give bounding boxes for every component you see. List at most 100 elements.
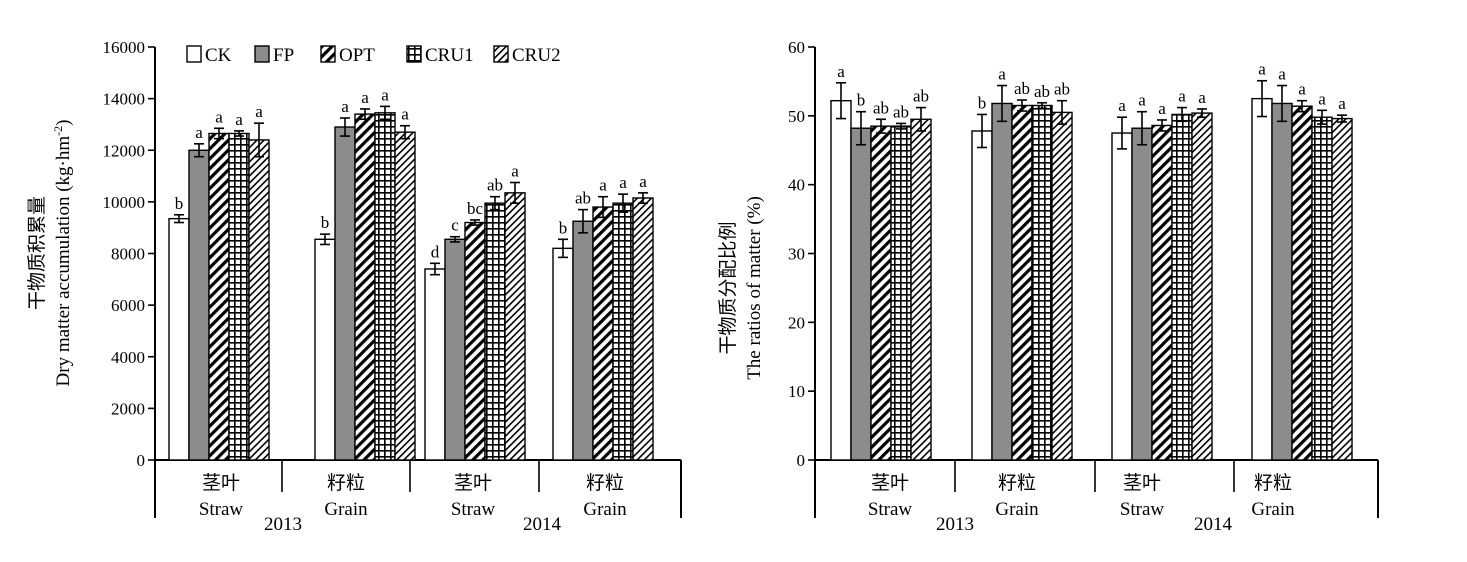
significance-label: a — [195, 123, 203, 142]
bar — [1291, 105, 1313, 461]
group-label-en: Grain — [583, 499, 627, 520]
bar — [504, 192, 526, 461]
bar — [1051, 111, 1073, 461]
bar — [1271, 102, 1293, 461]
group-label-en: Grain — [324, 499, 368, 520]
significance-label: a — [381, 85, 389, 104]
significance-label: a — [1198, 88, 1206, 107]
significance-label: a — [215, 107, 223, 126]
bar — [830, 99, 852, 461]
y-tick-label: 2000 — [111, 399, 145, 418]
bar — [612, 202, 634, 461]
group-label-en: Straw — [868, 499, 913, 520]
bar — [424, 268, 446, 461]
significance-label: b — [175, 194, 184, 213]
legend-label-cru2: CRU2 — [512, 45, 561, 66]
left-ylabel-en-text: Dry matter accumulation (kg·hm — [53, 136, 74, 387]
legend-swatch-fp — [254, 45, 270, 63]
bar — [572, 220, 594, 461]
significance-label: ab — [1054, 80, 1070, 99]
significance-label: a — [1298, 80, 1306, 99]
significance-label: bc — [467, 199, 484, 218]
y-tick-label: 10 — [788, 382, 805, 401]
legend-swatch-ck — [186, 45, 202, 63]
bar — [168, 217, 190, 461]
bar — [1031, 104, 1053, 461]
bar — [208, 132, 230, 461]
significance-label: a — [837, 62, 845, 81]
left-ylabel: 干物质积累量 Dry matter accumulation (kg·hm-2) — [26, 120, 74, 387]
bar — [890, 125, 912, 461]
legend-swatch-cru1 — [406, 45, 422, 63]
bar — [464, 221, 486, 461]
bar — [910, 118, 932, 461]
y-tick-label: 14000 — [103, 90, 146, 109]
year-label: 2013 — [936, 514, 974, 535]
significance-label: a — [255, 102, 263, 121]
legend-label-ck: CK — [205, 45, 232, 66]
bar — [444, 238, 466, 461]
bar — [394, 131, 416, 461]
group-label-cn: 茎叶 — [202, 472, 240, 494]
significance-label: a — [639, 172, 647, 191]
bar — [1011, 104, 1033, 461]
bar — [334, 126, 356, 461]
significance-label: ab — [575, 189, 591, 208]
year-label: 2013 — [264, 514, 302, 535]
significance-label: a — [1158, 99, 1166, 118]
significance-label: b — [321, 213, 330, 232]
significance-label: a — [619, 173, 627, 192]
y-tick-label: 30 — [788, 245, 805, 264]
y-tick-label: 0 — [797, 451, 806, 470]
year-label: 2014 — [523, 514, 562, 535]
left-ylabel-en: Dry matter accumulation (kg·hm-2) — [51, 120, 74, 387]
legend: CK FP OPT CRU1 CRU2 — [186, 45, 561, 66]
plot-right: 0 10 20 30 40 50 60 茎叶 Straw 籽粒 Grain 茎叶 Straw 籽粒 Grai… — [788, 38, 1379, 535]
bar — [592, 206, 614, 461]
legend-label-opt: OPT — [339, 45, 375, 66]
group-label-cn: 籽粒 — [998, 472, 1036, 494]
significance-label: ab — [893, 102, 909, 121]
group-label-en: Straw — [1120, 499, 1165, 520]
right-ylabel-en: The ratios of matter (%) — [744, 196, 765, 380]
y-tick-label: 40 — [788, 176, 805, 195]
y-tick-label: 20 — [788, 313, 805, 332]
bar — [1111, 132, 1133, 461]
left-ylabel-close: ) — [53, 120, 74, 126]
significance-label: a — [1338, 94, 1346, 113]
group-label-en: Grain — [1251, 499, 1295, 520]
bar — [314, 238, 336, 461]
significance-label: ab — [1034, 82, 1050, 101]
significance-label: c — [451, 216, 459, 235]
left-ylabel-cn: 干物质积累量 — [26, 196, 48, 310]
bar — [1331, 117, 1353, 461]
significance-label: a — [401, 105, 409, 124]
group-label-en: Grain — [995, 499, 1039, 520]
group-label-cn: 籽粒 — [327, 472, 365, 494]
y-tick-label: 50 — [788, 107, 805, 126]
right-ylabel-cn: 干物质分配比例 — [717, 221, 739, 354]
right-ylabel: 干物质分配比例 The ratios of matter (%) — [717, 196, 765, 380]
left-ylabel-sup: -2 — [51, 126, 65, 136]
group-label-cn: 茎叶 — [871, 472, 909, 494]
significance-label: b — [559, 218, 568, 237]
significance-label: a — [998, 65, 1006, 84]
bar — [870, 125, 892, 461]
significance-label: a — [235, 110, 243, 129]
bar — [850, 127, 872, 461]
significance-label: ab — [1014, 79, 1030, 98]
significance-label: a — [1278, 65, 1286, 84]
bar — [971, 130, 993, 461]
group-label-cn: 茎叶 — [1123, 472, 1161, 494]
significance-label: b — [978, 93, 987, 112]
y-tick-label: 16000 — [103, 38, 146, 57]
bar — [1171, 113, 1193, 461]
significance-label: a — [1118, 96, 1126, 115]
bar — [374, 112, 396, 461]
bar — [248, 139, 270, 461]
significance-label: a — [361, 88, 369, 107]
bar — [991, 102, 1013, 461]
bar — [1131, 127, 1153, 461]
bar — [228, 132, 250, 461]
significance-label: a — [599, 176, 607, 195]
